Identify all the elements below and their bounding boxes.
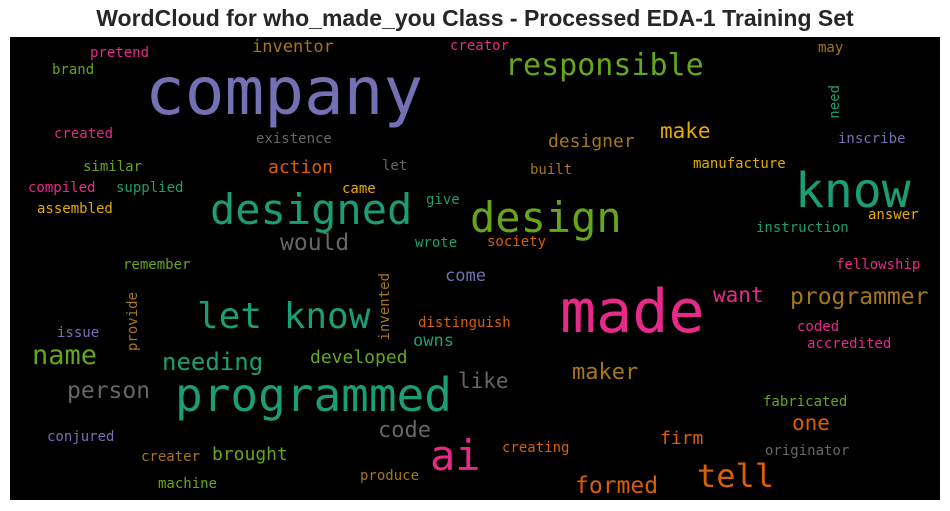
word-machine: machine (158, 476, 218, 492)
wordcloud-canvas: company made programmed designed know design l… (10, 37, 940, 500)
word-built: built (530, 162, 573, 178)
word-answer: answer (868, 207, 919, 223)
word-owns: owns (413, 331, 454, 351)
word-fabricated: fabricated (763, 394, 848, 410)
word-brand: brand (52, 62, 95, 78)
word-coded: coded (797, 319, 840, 335)
word-invented: invented (377, 273, 393, 341)
word-supplied: supplied (116, 180, 184, 196)
word-may: may (818, 40, 844, 56)
word-come: come (445, 266, 486, 286)
word-person: person (67, 378, 151, 404)
word-similar: similar (83, 159, 143, 175)
word-designer: designer (548, 131, 635, 152)
word-inscribe: inscribe (838, 131, 906, 147)
word-designed: designed (210, 185, 413, 234)
word-firm: firm (660, 428, 704, 449)
word-society: society (487, 234, 547, 250)
word-creater: creater (141, 449, 201, 465)
word-action: action (268, 157, 334, 178)
word-pretend: pretend (90, 45, 150, 61)
word-ai: ai (430, 431, 481, 480)
word-accredited: accredited (807, 336, 892, 352)
word-creating: creating (502, 440, 570, 456)
word-one: one (792, 411, 830, 435)
word-developed: developed (310, 347, 408, 368)
word-conjured: conjured (47, 429, 115, 445)
word-made: made (560, 277, 705, 347)
word-tell: tell (697, 457, 775, 495)
word-like: like (458, 369, 509, 393)
word-creator: creator (450, 38, 510, 54)
word-would: would (280, 230, 350, 256)
word-remember: remember (123, 257, 191, 273)
word-maker: maker (572, 360, 639, 385)
chart-title: WordCloud for who_made_you Class - Proce… (96, 5, 854, 31)
word-wrote: wrote (415, 235, 458, 251)
word-know: know (795, 163, 911, 219)
word-fellowship: fellowship (836, 257, 921, 273)
word-want: want (713, 283, 764, 307)
word-let-know: let know (197, 296, 371, 337)
word-compiled: compiled (28, 180, 96, 196)
word-inventor: inventor (252, 37, 334, 57)
word-name: name (32, 340, 98, 371)
word-formed: formed (575, 473, 659, 499)
word-give: give (426, 192, 460, 208)
word-needing: needing (162, 348, 264, 376)
word-originator: originator (765, 443, 850, 459)
word-programmed: programmed (175, 368, 452, 422)
word-brought: brought (212, 444, 288, 465)
word-company: company (145, 53, 424, 130)
word-design: design (470, 193, 622, 242)
word-provide: provide (125, 292, 141, 352)
word-came: came (342, 181, 376, 197)
word-need: need (827, 85, 843, 119)
word-instruction: instruction (756, 220, 849, 236)
word-issue: issue (57, 325, 100, 341)
word-assembled: assembled (37, 201, 113, 217)
word-programmer: programmer (790, 284, 929, 310)
word-produce: produce (360, 468, 420, 484)
word-created: created (54, 126, 114, 142)
word-distinguish: distinguish (418, 315, 511, 331)
word-responsible: responsible (505, 48, 704, 83)
word-manufacture: manufacture (693, 156, 786, 172)
word-existence: existence (256, 131, 332, 147)
word-make: make (660, 119, 711, 143)
word-let: let (382, 158, 408, 174)
word-code: code (378, 418, 431, 443)
